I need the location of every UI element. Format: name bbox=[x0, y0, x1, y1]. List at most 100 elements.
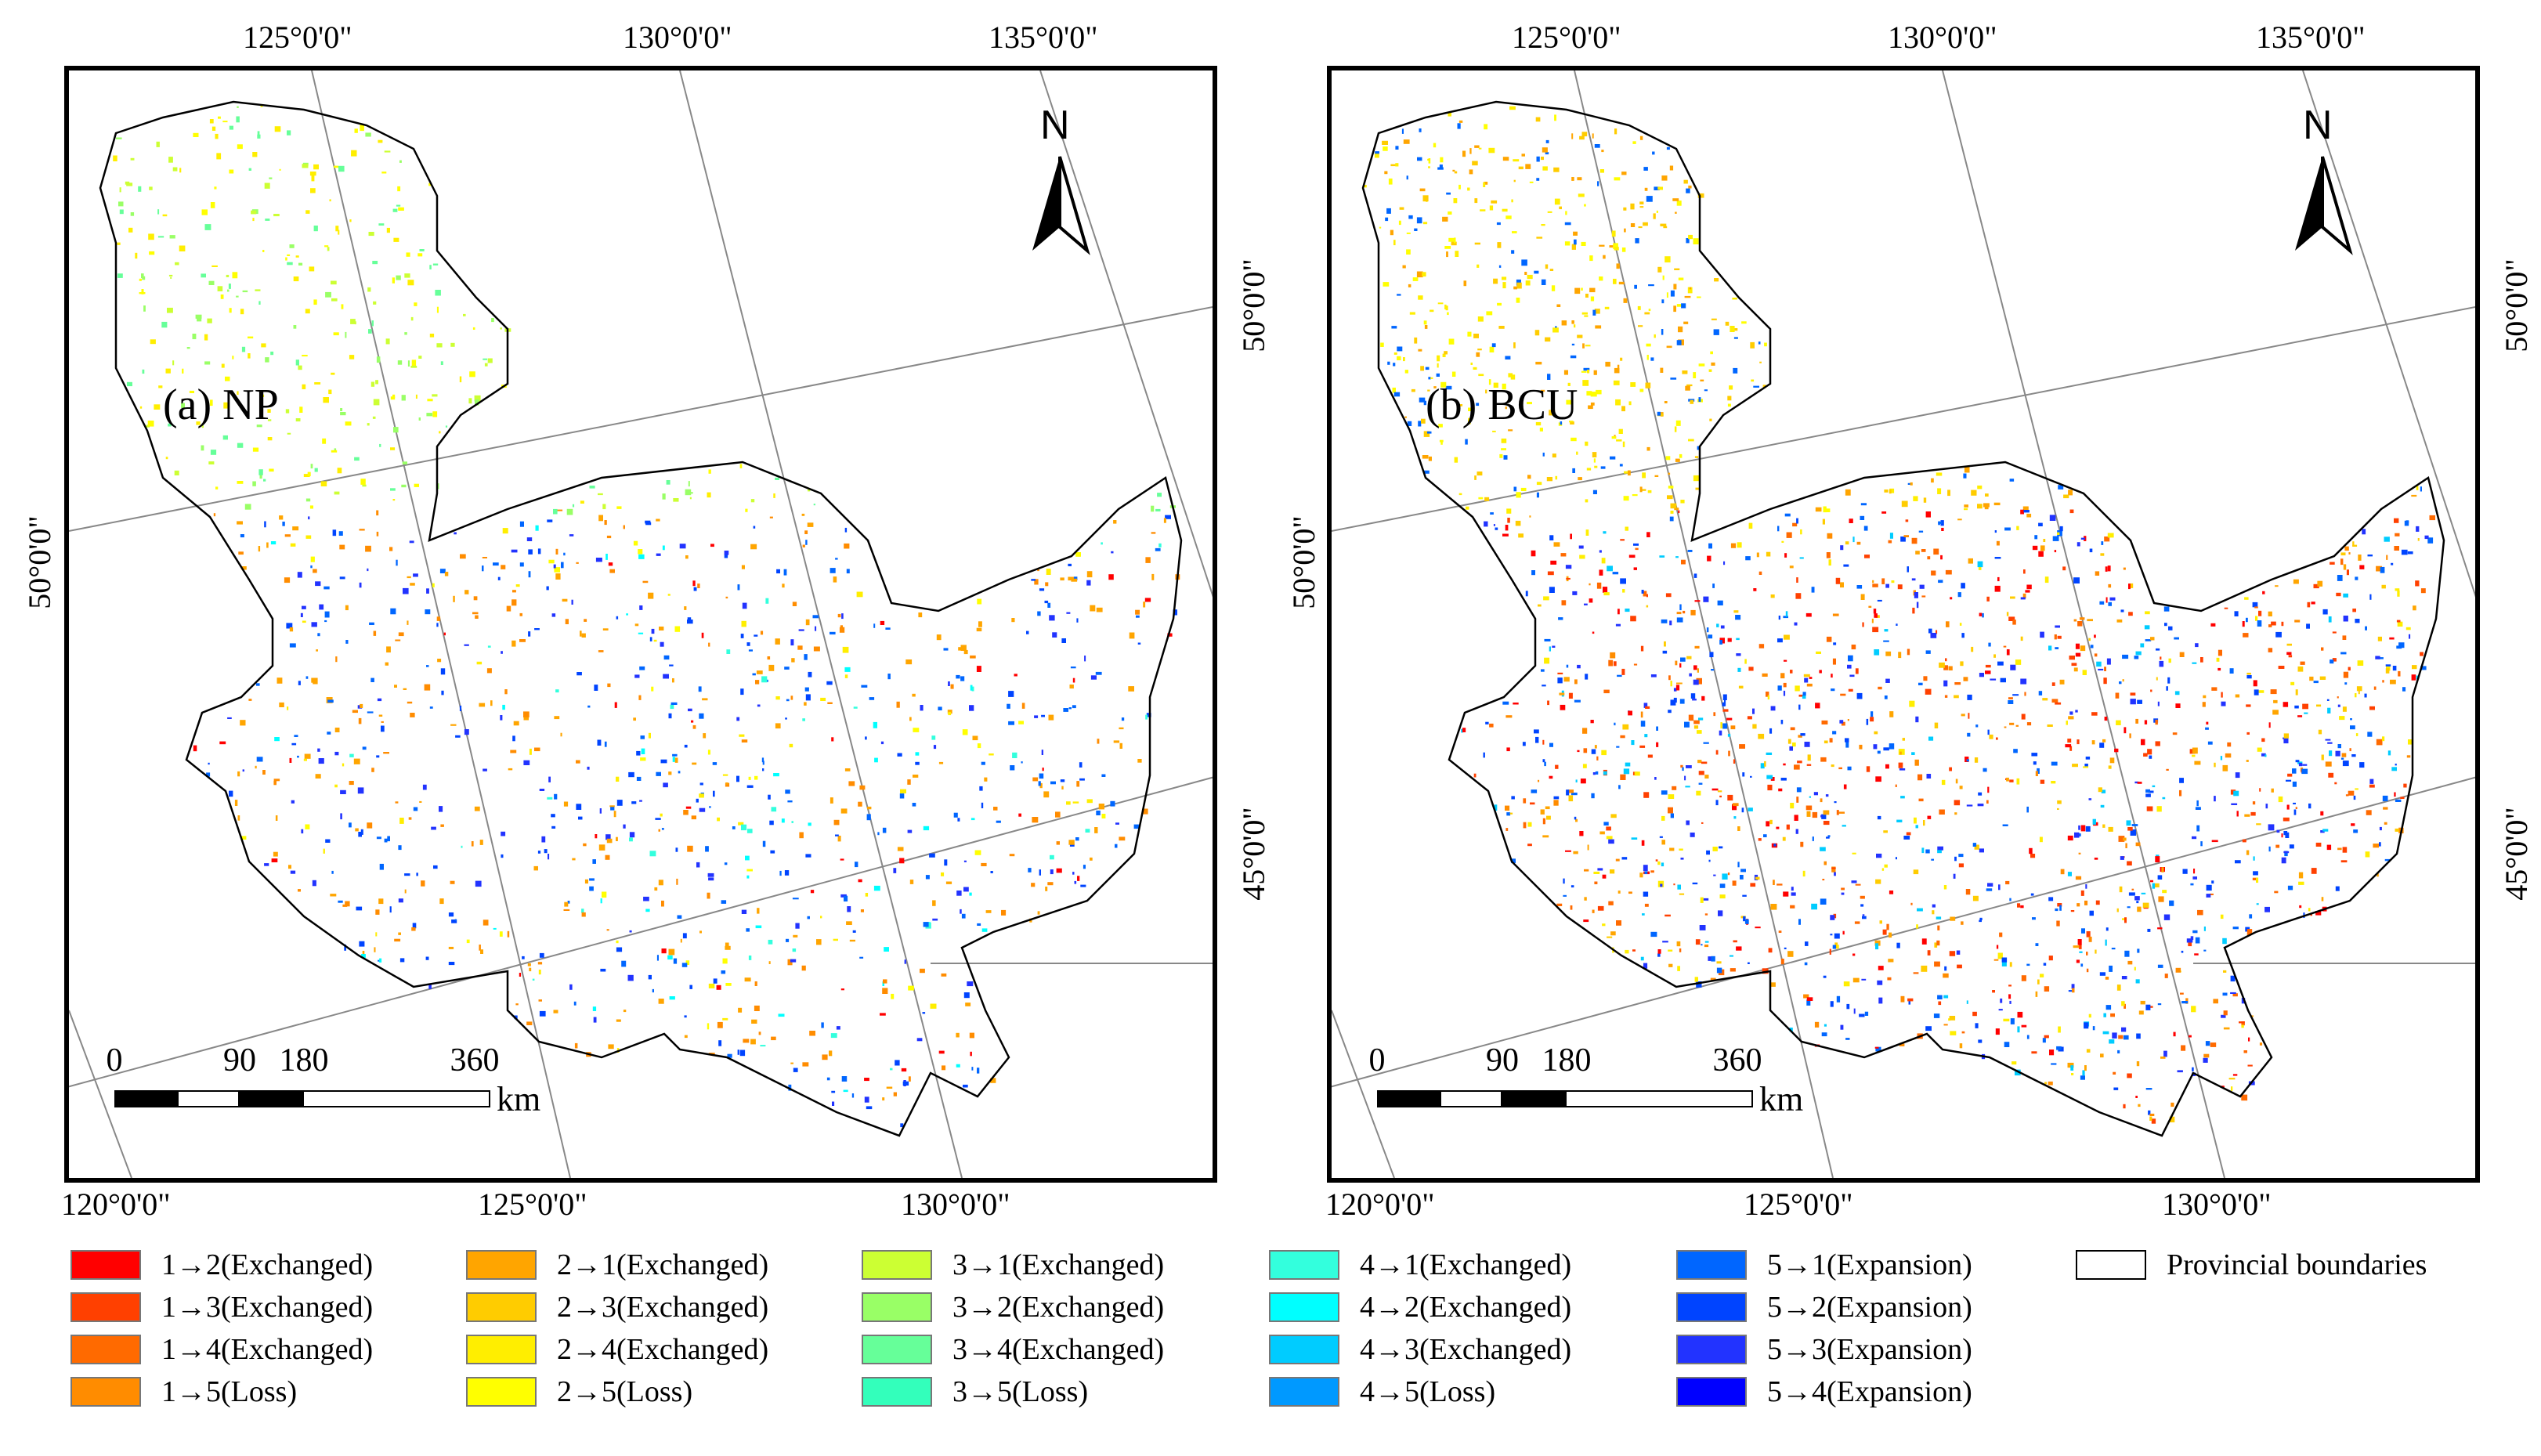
panel-title: (a) NP bbox=[163, 381, 279, 429]
map-panel-bcu: (b) BCU N 0 90 180 360 km bbox=[1327, 66, 2480, 1183]
legend-label: 2→4(Exchanged) bbox=[557, 1333, 769, 1366]
scale-bar: 0 90 180 360 km bbox=[107, 1042, 592, 1136]
north-arrow: N bbox=[1025, 102, 1095, 258]
legend-item: 3→1(Exchanged) bbox=[862, 1247, 1164, 1283]
legend-item: 5→3(Expansion) bbox=[1676, 1331, 1972, 1367]
scale-segment bbox=[1502, 1090, 1565, 1107]
legend-item: 2→5(Loss) bbox=[466, 1374, 692, 1410]
north-arrow: N bbox=[2287, 102, 2358, 258]
change-pixels bbox=[113, 105, 1180, 1128]
legend-swatch bbox=[1269, 1377, 1339, 1407]
scale-segment bbox=[302, 1090, 490, 1107]
right-latitude-label: 50°0'0" bbox=[1236, 258, 1271, 352]
top-longitude-label: 135°0'0" bbox=[2256, 20, 2366, 55]
legend-swatch bbox=[466, 1292, 537, 1322]
provincial-boundary bbox=[99, 100, 1183, 1137]
graticule-line bbox=[69, 776, 1213, 1088]
legend-label: 4→5(Loss) bbox=[1360, 1375, 1496, 1408]
scale-tick: 180 bbox=[1542, 1042, 1592, 1078]
legend-label: 2→3(Exchanged) bbox=[557, 1291, 769, 1324]
scale-bar: 0 90 180 360 km bbox=[1369, 1042, 1855, 1136]
scale-segment bbox=[1565, 1090, 1753, 1107]
legend-label: 5→4(Expansion) bbox=[1767, 1375, 1972, 1408]
graticule-line bbox=[1039, 70, 1213, 598]
scale-tick: 0 bbox=[1368, 1042, 1386, 1078]
right-latitude-label: 45°0'0" bbox=[1236, 807, 1271, 901]
scale-segment bbox=[1377, 1090, 1440, 1107]
bottom-longitude-label: 125°0'0" bbox=[1744, 1187, 1853, 1222]
top-longitude-label: 125°0'0" bbox=[243, 20, 352, 55]
legend-label: 4→2(Exchanged) bbox=[1360, 1291, 1572, 1324]
legend-label: 3→4(Exchanged) bbox=[952, 1333, 1165, 1366]
scale-tick: 360 bbox=[1712, 1042, 1762, 1078]
bottom-longitude-label: 125°0'0" bbox=[478, 1187, 587, 1222]
legend-item: 1→3(Exchanged) bbox=[70, 1289, 373, 1325]
legend-swatch bbox=[1676, 1377, 1747, 1407]
legend-item: 4→3(Exchanged) bbox=[1269, 1331, 1571, 1367]
top-longitude-label: 130°0'0" bbox=[623, 20, 732, 55]
graticule-line bbox=[311, 70, 571, 1178]
legend-label: 5→3(Expansion) bbox=[1767, 1333, 1972, 1366]
legend-label: 2→5(Loss) bbox=[557, 1375, 693, 1408]
left-latitude-label: 50°0'0" bbox=[22, 515, 57, 609]
provincial-boundary bbox=[1361, 100, 2445, 1137]
legend-label: 2→1(Exchanged) bbox=[557, 1248, 769, 1281]
legend-label: 3→2(Exchanged) bbox=[952, 1291, 1165, 1324]
legend: 1→2(Exchanged) 1→3(Exchanged) 1→4(Exchange… bbox=[70, 1247, 2530, 1443]
graticule-line bbox=[69, 305, 1213, 533]
scale-unit: km bbox=[497, 1080, 541, 1118]
north-arrow-icon bbox=[2295, 156, 2353, 255]
graticule-line bbox=[679, 70, 963, 1178]
legend-item: 2→3(Exchanged) bbox=[466, 1289, 768, 1325]
legend-item: 2→1(Exchanged) bbox=[466, 1247, 768, 1283]
legend-swatch bbox=[466, 1335, 537, 1364]
legend-item: 1→4(Exchanged) bbox=[70, 1331, 373, 1367]
north-arrow-icon bbox=[1032, 156, 1090, 255]
legend-item: 5→4(Expansion) bbox=[1676, 1374, 1972, 1410]
scale-unit: km bbox=[1759, 1080, 1804, 1118]
scale-tick: 90 bbox=[223, 1042, 256, 1078]
right-latitude-label: 50°0'0" bbox=[2499, 258, 2534, 352]
legend-item: 5→2(Expansion) bbox=[1676, 1289, 1972, 1325]
legend-item: 3→2(Exchanged) bbox=[862, 1289, 1164, 1325]
top-longitude-label: 135°0'0" bbox=[989, 20, 1098, 55]
graticule-line bbox=[69, 1010, 132, 1178]
graticule-line bbox=[1332, 1010, 1395, 1178]
legend-label: 1→5(Loss) bbox=[161, 1375, 298, 1408]
scale-segment bbox=[1440, 1090, 1502, 1107]
legend-label: 3→1(Exchanged) bbox=[952, 1248, 1165, 1281]
left-latitude-label: 50°0'0" bbox=[1286, 515, 1321, 609]
legend-item: 1→5(Loss) bbox=[70, 1374, 297, 1410]
legend-swatch bbox=[1676, 1292, 1747, 1322]
legend-swatch bbox=[2076, 1250, 2146, 1280]
right-latitude-label: 45°0'0" bbox=[2499, 807, 2534, 901]
legend-swatch bbox=[466, 1250, 537, 1280]
north-letter: N bbox=[2303, 103, 2333, 148]
legend-item: 4→5(Loss) bbox=[1269, 1374, 1495, 1410]
change-pixels bbox=[1364, 106, 2435, 1124]
north-letter: N bbox=[1040, 103, 1070, 148]
legend-swatch bbox=[1269, 1250, 1339, 1280]
legend-label: 3→5(Loss) bbox=[952, 1375, 1089, 1408]
graticule-line bbox=[1332, 776, 2475, 1088]
legend-swatch bbox=[862, 1250, 932, 1280]
legend-item: 1→2(Exchanged) bbox=[70, 1247, 373, 1283]
legend-swatch bbox=[466, 1377, 537, 1407]
map-canvas bbox=[69, 70, 1213, 1178]
legend-item: 3→4(Exchanged) bbox=[862, 1331, 1164, 1367]
legend-label: 4→3(Exchanged) bbox=[1360, 1333, 1572, 1366]
legend-label: 5→2(Expansion) bbox=[1767, 1291, 1972, 1324]
scale-tick: 0 bbox=[106, 1042, 123, 1078]
legend-swatch bbox=[70, 1292, 141, 1322]
legend-label: Provincial boundaries bbox=[2167, 1248, 2427, 1281]
graticule-line bbox=[2302, 70, 2475, 598]
legend-item: 5→1(Expansion) bbox=[1676, 1247, 1972, 1283]
legend-swatch bbox=[1269, 1335, 1339, 1364]
legend-swatch bbox=[70, 1335, 141, 1364]
bottom-longitude-label: 120°0'0" bbox=[61, 1187, 171, 1222]
map-panel-np: (a) NP N 0 90 180 360 km bbox=[64, 66, 1217, 1183]
legend-label: 1→4(Exchanged) bbox=[161, 1333, 374, 1366]
graticule-line bbox=[1574, 70, 1834, 1178]
legend-swatch bbox=[1676, 1250, 1747, 1280]
legend-label: 1→2(Exchanged) bbox=[161, 1248, 374, 1281]
